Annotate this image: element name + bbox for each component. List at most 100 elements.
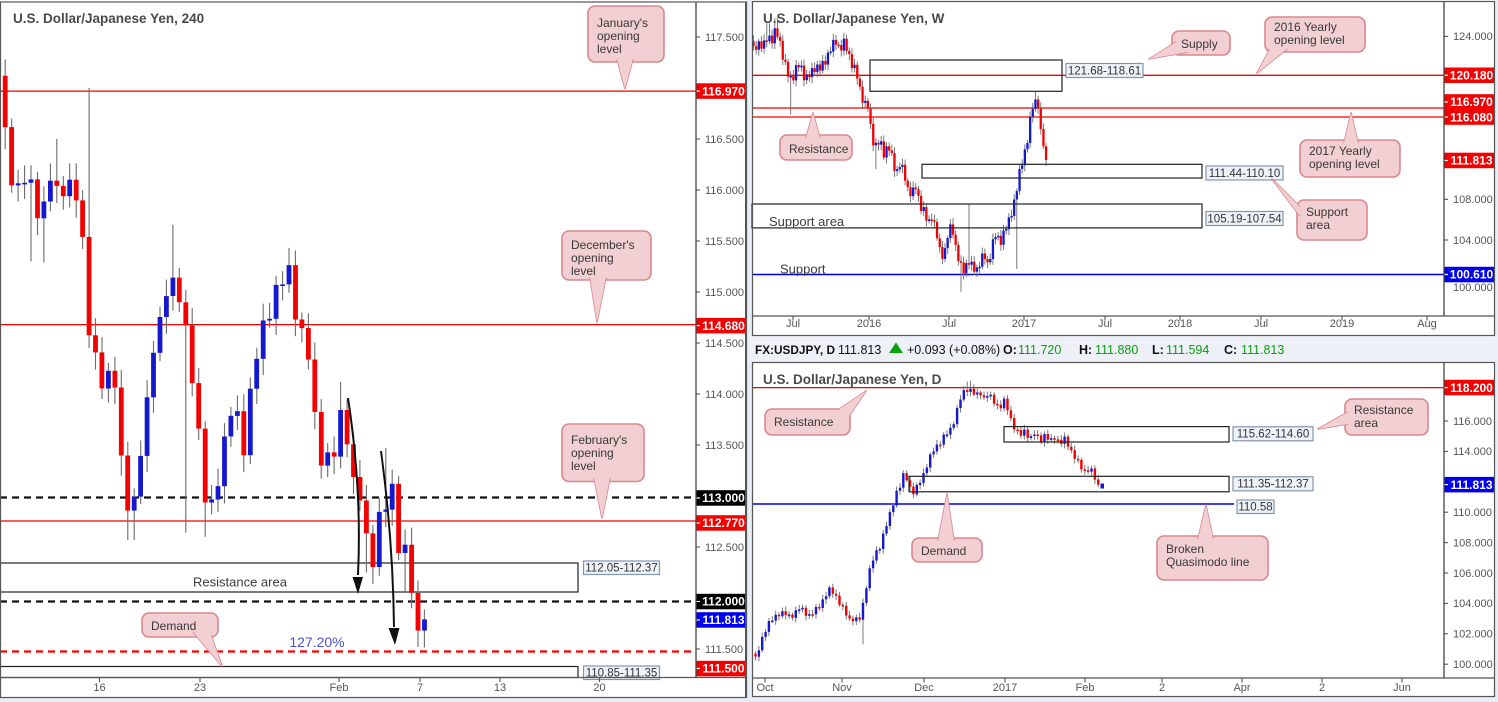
svg-text:115.62-114.60: 115.62-114.60 — [1237, 429, 1309, 441]
svg-text:area: area — [1354, 416, 1378, 430]
svg-text:111.880: 111.880 — [1095, 343, 1138, 357]
svg-text:February's: February's — [571, 433, 627, 447]
svg-text:100.610: 100.610 — [1450, 268, 1494, 282]
svg-text:104.000: 104.000 — [1453, 598, 1493, 610]
svg-text:area: area — [1306, 218, 1330, 232]
svg-text:Support area: Support area — [769, 214, 845, 229]
svg-text:U.S. Dollar/Japanese Yen, W: U.S. Dollar/Japanese Yen, W — [763, 11, 945, 26]
svg-text:Jul: Jul — [942, 318, 956, 330]
svg-text:127.20%: 127.20% — [289, 634, 344, 650]
svg-text:111.500: 111.500 — [702, 662, 744, 676]
svg-text:111.813: 111.813 — [1241, 343, 1284, 357]
svg-text:116.080: 116.080 — [1450, 110, 1493, 124]
svg-text:100.000: 100.000 — [1453, 282, 1493, 294]
svg-text:Resistance: Resistance — [774, 415, 834, 429]
svg-text:Support: Support — [1306, 205, 1349, 219]
svg-text:Nov: Nov — [832, 682, 852, 694]
svg-text:111.35-112.37: 111.35-112.37 — [1237, 479, 1309, 491]
svg-text:110.58: 110.58 — [1238, 501, 1272, 513]
svg-text:level: level — [571, 264, 596, 278]
svg-text:2019: 2019 — [1330, 318, 1354, 330]
svg-text:121.68-118.61: 121.68-118.61 — [1068, 65, 1141, 77]
svg-text:level: level — [571, 459, 596, 473]
svg-text:111.44-110.10: 111.44-110.10 — [1209, 168, 1281, 180]
svg-text:Aug: Aug — [1417, 318, 1437, 330]
svg-text:111.813: 111.813 — [838, 343, 881, 357]
svg-text:20: 20 — [593, 682, 605, 694]
svg-text:112.05-112.37: 112.05-112.37 — [585, 562, 657, 574]
svg-text:116.000: 116.000 — [705, 185, 744, 197]
svg-text:114.000: 114.000 — [1453, 446, 1492, 458]
svg-text:114.500: 114.500 — [705, 338, 744, 350]
svg-text:113.500: 113.500 — [705, 440, 744, 452]
svg-text:117.500: 117.500 — [705, 32, 744, 44]
svg-text:2: 2 — [1159, 682, 1165, 694]
svg-text:Support: Support — [780, 262, 826, 277]
svg-text:Broken: Broken — [1166, 542, 1204, 556]
svg-text:108.000: 108.000 — [1453, 194, 1493, 206]
svg-text:opening: opening — [571, 251, 614, 265]
svg-text:Resistance: Resistance — [1354, 403, 1414, 417]
svg-text:Jul: Jul — [1098, 318, 1112, 330]
svg-text:110.85-111.35: 110.85-111.35 — [586, 667, 658, 679]
svg-text:Resistance area: Resistance area — [193, 575, 288, 590]
svg-text:opening level: opening level — [1274, 33, 1345, 47]
svg-text:Demand: Demand — [151, 619, 196, 633]
svg-text:2017 Yearly: 2017 Yearly — [1309, 144, 1372, 158]
svg-text:2017: 2017 — [1012, 318, 1036, 330]
svg-text:O:: O: — [1003, 343, 1017, 357]
svg-text:16: 16 — [93, 682, 105, 694]
svg-text:112.000: 112.000 — [702, 595, 745, 609]
svg-text:7: 7 — [417, 682, 423, 694]
svg-text:Dec: Dec — [914, 682, 934, 694]
svg-text:Jul: Jul — [786, 318, 800, 330]
svg-text:December's: December's — [571, 238, 635, 252]
svg-text:118.200: 118.200 — [1450, 381, 1493, 395]
svg-text:114.680: 114.680 — [702, 319, 745, 333]
svg-text:23: 23 — [194, 682, 206, 694]
svg-text:111.813: 111.813 — [1450, 478, 1492, 492]
svg-text:111.813: 111.813 — [702, 613, 744, 627]
svg-text:106.000: 106.000 — [1453, 568, 1493, 580]
svg-text:Quasimodo line: Quasimodo line — [1166, 555, 1250, 569]
svg-text:13: 13 — [494, 682, 506, 694]
svg-text:Feb: Feb — [1076, 682, 1095, 694]
svg-text:120.180: 120.180 — [1450, 69, 1494, 83]
svg-text:opening level: opening level — [1309, 157, 1380, 171]
svg-text:L:: L: — [1152, 343, 1164, 357]
svg-text:111.500: 111.500 — [705, 644, 743, 656]
svg-text:Feb: Feb — [330, 682, 349, 694]
svg-text:105.19-107.54: 105.19-107.54 — [1207, 213, 1282, 225]
svg-text:2016: 2016 — [857, 318, 881, 330]
svg-text:116.970: 116.970 — [1450, 95, 1493, 109]
svg-text:Supply: Supply — [1181, 37, 1218, 51]
svg-text:Demand: Demand — [921, 544, 966, 558]
svg-text:116.970: 116.970 — [702, 84, 745, 98]
svg-text:Jul: Jul — [1254, 318, 1268, 330]
svg-text:116.500: 116.500 — [705, 134, 744, 146]
svg-text:104.000: 104.000 — [1453, 235, 1493, 247]
svg-text:116.000: 116.000 — [1453, 416, 1492, 428]
svg-text:100.000: 100.000 — [1453, 659, 1493, 671]
svg-text:2016 Yearly: 2016 Yearly — [1274, 20, 1337, 34]
svg-text:108.000: 108.000 — [1453, 537, 1493, 549]
svg-text:2: 2 — [1319, 682, 1325, 694]
svg-text:111.720: 111.720 — [1018, 343, 1061, 357]
svg-text:U.S. Dollar/Japanese Yen, D: U.S. Dollar/Japanese Yen, D — [763, 372, 942, 387]
svg-text:Apr: Apr — [1233, 682, 1250, 694]
svg-text:+0.093 (+0.08%): +0.093 (+0.08%) — [907, 343, 1000, 357]
svg-text:113.000: 113.000 — [702, 491, 745, 505]
svg-text:Oct: Oct — [756, 682, 773, 694]
svg-text:level: level — [597, 42, 622, 56]
svg-text:2018: 2018 — [1168, 318, 1192, 330]
svg-text:110.000: 110.000 — [1453, 507, 1492, 519]
svg-text:opening: opening — [597, 29, 640, 43]
svg-text:opening: opening — [571, 446, 614, 460]
svg-text:FX:USDJPY, D: FX:USDJPY, D — [755, 343, 835, 357]
svg-text:111.813: 111.813 — [1450, 154, 1492, 168]
svg-text:Resistance: Resistance — [789, 142, 849, 156]
svg-text:U.S. Dollar/Japanese Yen, 240: U.S. Dollar/Japanese Yen, 240 — [13, 11, 204, 26]
svg-text:2017: 2017 — [993, 682, 1017, 694]
svg-text:115.000: 115.000 — [705, 287, 744, 299]
svg-text:102.000: 102.000 — [1453, 629, 1493, 641]
